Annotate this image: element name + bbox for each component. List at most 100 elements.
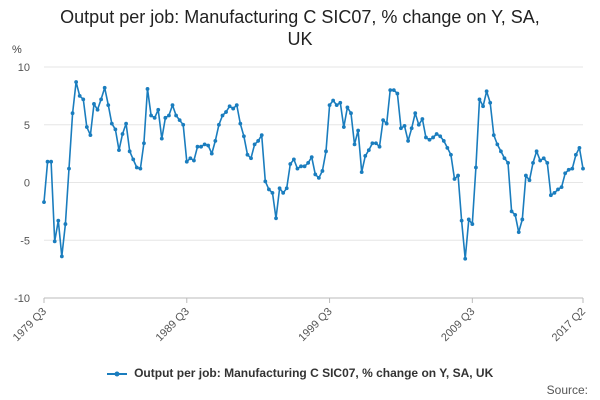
data-point [124, 121, 128, 126]
data-point [516, 230, 521, 235]
data-point [209, 151, 214, 156]
data-point [195, 144, 200, 149]
data-point [570, 166, 575, 171]
data-point [199, 144, 203, 149]
data-point [234, 103, 239, 108]
source-label: Source: [546, 383, 588, 397]
data-point [384, 121, 389, 126]
data-point [352, 142, 357, 147]
data-point [452, 177, 457, 181]
data-point [527, 178, 532, 183]
data-point [359, 170, 364, 175]
data-point [502, 156, 507, 161]
data-point [320, 169, 325, 173]
data-point [573, 152, 578, 157]
data-point [534, 149, 539, 154]
data-point [52, 239, 57, 244]
data-point [45, 159, 50, 164]
data-point [506, 160, 510, 165]
data-point [445, 145, 450, 150]
data-point [345, 105, 350, 110]
data-point [156, 107, 161, 112]
chart-title: Output per job: Manufacturing C SIC07, %… [0, 6, 600, 50]
data-point [545, 160, 550, 165]
x-tick-label: 2009 Q3 [439, 306, 477, 344]
data-point [206, 143, 211, 148]
data-point [556, 187, 560, 192]
data-point [388, 88, 393, 92]
data-point [274, 216, 278, 221]
data-point [334, 103, 339, 108]
data-point [391, 88, 396, 92]
data-point [466, 217, 471, 222]
data-point [213, 139, 218, 143]
data-point [238, 121, 243, 126]
data-point [349, 111, 353, 116]
data-point [420, 117, 425, 121]
data-point [174, 113, 178, 118]
data-point [220, 113, 225, 118]
data-point [181, 122, 186, 127]
data-point [477, 97, 482, 102]
data-point [295, 166, 300, 171]
data-point [92, 102, 96, 106]
chart-title-line2: UK [287, 29, 313, 49]
data-point [149, 113, 153, 118]
data-point [81, 97, 86, 102]
data-point [277, 186, 282, 191]
data-point [131, 157, 136, 162]
y-tick-label: 10 [18, 62, 30, 74]
data-point [306, 160, 311, 165]
data-point [520, 217, 525, 222]
legend[interactable]: Output per job: Manufacturing C SIC07, %… [0, 366, 600, 380]
data-point [338, 100, 343, 105]
data-point [188, 156, 193, 161]
data-point [202, 142, 207, 147]
data-point [395, 91, 400, 96]
data-point [263, 179, 268, 184]
data-point [341, 125, 346, 129]
data-point [449, 152, 453, 157]
data-point [366, 148, 371, 153]
legend-label: Output per job: Manufacturing C SIC07, %… [134, 366, 494, 380]
data-point [370, 141, 375, 146]
data-point [431, 135, 435, 140]
data-point [63, 222, 68, 226]
data-point [313, 172, 318, 177]
data-point [224, 110, 228, 114]
data-point [299, 164, 303, 169]
data-point [406, 139, 410, 143]
data-point [170, 103, 175, 108]
series-line [43, 81, 584, 260]
data-point [581, 166, 585, 171]
data-point [145, 87, 150, 91]
data-point [192, 158, 196, 163]
data-point [106, 103, 111, 108]
data-point [509, 209, 514, 214]
data-point [259, 133, 264, 138]
data-point [256, 139, 261, 143]
data-point [456, 173, 460, 178]
y-tick-label: -10 [14, 293, 30, 305]
data-point [152, 115, 157, 120]
data-point [399, 126, 403, 131]
x-tick-label: 1989 Q3 [154, 306, 192, 344]
data-point [484, 89, 489, 94]
data-point [56, 218, 61, 223]
data-point [427, 137, 432, 142]
data-point [117, 148, 121, 153]
data-point [441, 139, 446, 143]
data-point [416, 122, 421, 127]
data-point [270, 190, 275, 195]
data-point [331, 98, 336, 103]
data-point [523, 173, 528, 178]
data-point [227, 104, 232, 109]
series-layer [42, 80, 585, 261]
data-point [252, 142, 257, 147]
data-point [491, 133, 496, 138]
data-point [438, 134, 443, 139]
data-point [184, 159, 189, 164]
y-tick-label: 0 [24, 178, 30, 190]
